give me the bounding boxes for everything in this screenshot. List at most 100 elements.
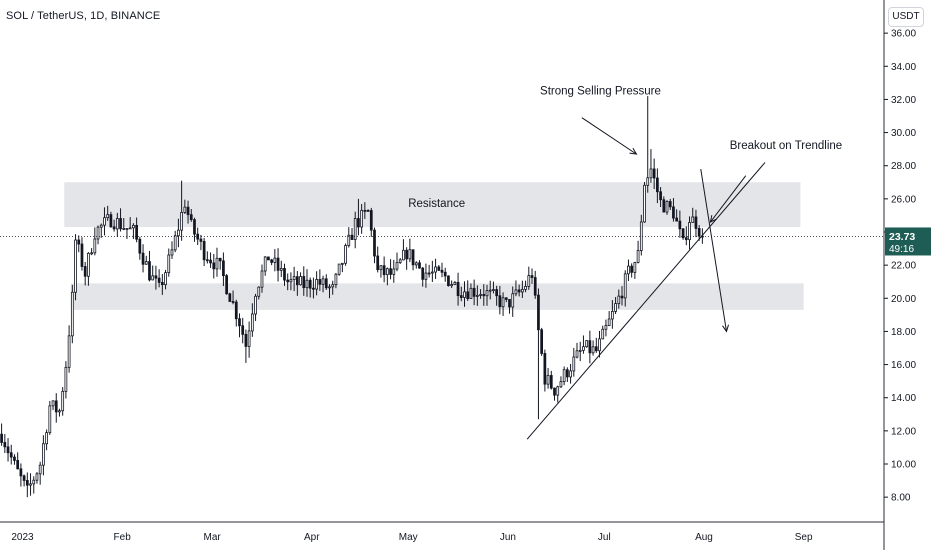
candle-2023-01-09: [48, 400, 52, 435]
candle-2023-03-22: [279, 260, 283, 277]
candle-2023-06-04: [517, 284, 521, 297]
candle-2023-04-25: [389, 259, 392, 280]
candle-body-up: [183, 206, 187, 213]
candle-body-up: [463, 291, 466, 298]
candle-body-down: [25, 480, 29, 486]
candle-2023-02-15: [167, 248, 171, 277]
candle-2023-05-08: [430, 260, 434, 282]
candle-2023-03-19: [270, 258, 273, 266]
candle-2023-02-16: [170, 241, 174, 259]
candle-body-up: [132, 224, 135, 229]
candle-body-down: [495, 289, 499, 297]
candle-body-down: [588, 340, 592, 354]
candle-body-down: [517, 289, 521, 293]
candle-body-up: [623, 273, 627, 299]
price-tick-label: 18.00: [891, 327, 916, 338]
candle-body-down: [6, 446, 10, 454]
candle-body-down: [681, 228, 685, 239]
candle-body-down: [308, 279, 312, 289]
candle-body-up: [35, 473, 39, 481]
candle-body-up: [289, 279, 293, 283]
candle-2023-07-01: [604, 319, 608, 337]
candle-body-up: [51, 400, 55, 407]
candle-2023-05-12: [443, 267, 447, 282]
candle-body-up: [402, 249, 405, 261]
candle-2023-04-10: [340, 262, 344, 273]
candle-2023-02-17: [173, 230, 177, 253]
candle-body-up: [379, 265, 383, 271]
candle-body-up: [122, 228, 126, 230]
breakout-arrow: [709, 175, 747, 223]
candle-body-down: [566, 369, 569, 378]
candle-body-down: [222, 260, 225, 277]
candle-body-up: [639, 221, 643, 251]
candle-body-down: [443, 271, 447, 277]
candle-body-down: [54, 400, 58, 413]
candle-body-up: [520, 288, 524, 293]
candle-body-down: [302, 276, 306, 289]
candle-2023-05-04: [418, 260, 421, 269]
candle-2023-01-19: [80, 237, 84, 271]
candle-body-up: [125, 227, 129, 230]
candle-2023-03-30: [305, 269, 309, 297]
candle-body-down: [225, 275, 228, 295]
candle-body-up: [485, 290, 489, 297]
currency-button[interactable]: USDT: [888, 7, 924, 27]
candle-2023-06-03: [514, 280, 518, 297]
candle-2023-01-17: [74, 234, 77, 301]
candle-body-up: [424, 272, 428, 280]
candle-body-up: [469, 287, 473, 299]
candle-2023-07-29: [694, 209, 698, 238]
candle-2023-04-30: [405, 247, 409, 270]
candle-2023-04-06: [328, 284, 331, 299]
candle-2023-03-02: [215, 247, 219, 277]
candle-body-up: [430, 271, 434, 274]
candle-2023-03-23: [283, 263, 286, 286]
candle-body-up: [180, 212, 183, 231]
symbol-title[interactable]: SOL / TetherUS, 1D, BINANCE: [6, 10, 161, 22]
price-tick-label: 30.00: [891, 128, 916, 139]
candle-body-up: [492, 289, 495, 291]
candle-body-up: [29, 483, 32, 486]
arrow-shaft: [700, 168, 727, 332]
candle-body-up: [99, 224, 103, 228]
candle-2023-01-25: [99, 223, 103, 238]
candle-body-down: [675, 217, 679, 222]
candle-body-up: [260, 270, 264, 288]
candle-body-up: [173, 235, 177, 251]
candle-2023-01-03: [29, 473, 32, 496]
price-tick-label: 8.00: [891, 493, 911, 504]
candle-2023-05-20: [469, 283, 473, 299]
candle-2023-02-05: [135, 217, 138, 243]
candle-2023-07-14: [646, 96, 650, 193]
candle-2023-07-22: [672, 198, 675, 222]
candle-2023-05-24: [482, 284, 486, 306]
candle-body-up: [408, 249, 412, 260]
candle-body-down: [0, 433, 3, 443]
price-tick-label: 26.00: [891, 194, 916, 205]
support-zone: [70, 283, 804, 310]
candle-body-down: [234, 301, 238, 320]
candle-body-up: [247, 330, 251, 347]
candle-body-down: [241, 325, 245, 335]
candle-2023-05-14: [450, 280, 454, 288]
candle-2023-06-05: [520, 280, 524, 298]
candle-2023-01-21: [87, 252, 90, 286]
candle-body-up: [305, 279, 309, 289]
candle-body-up: [170, 249, 174, 256]
candle-body-up: [414, 262, 418, 266]
candle-2023-06-10: [537, 288, 540, 420]
candle-body-up: [688, 222, 691, 241]
candle-2023-04-22: [379, 265, 383, 278]
candle-body-down: [80, 243, 84, 267]
candle-body-up: [328, 286, 331, 289]
candle-2023-03-05: [225, 274, 228, 295]
candle-body-down: [530, 275, 534, 278]
candle-body-up: [334, 273, 338, 286]
price-tick-label: 22.00: [891, 261, 916, 272]
candle-body-down: [363, 209, 367, 212]
candle-2023-06-15: [553, 387, 556, 401]
